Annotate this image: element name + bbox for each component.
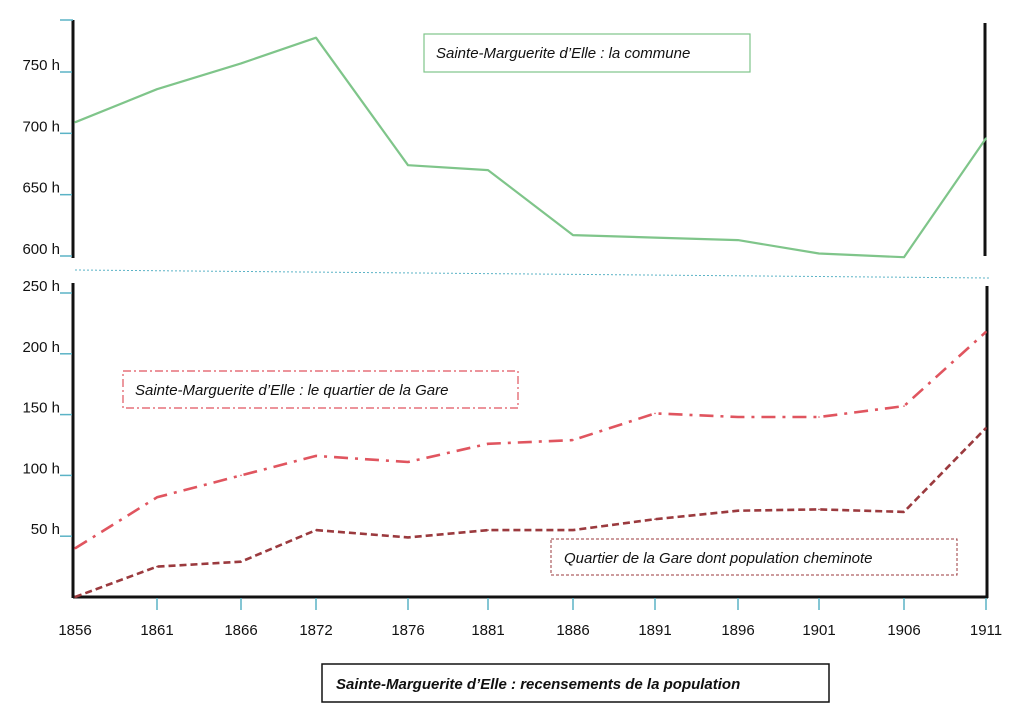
x-tick-label: 1861 (140, 622, 173, 639)
chart-title: Sainte-Marguerite d’Elle : recensements … (321, 663, 830, 703)
legend-cheminote-label: Quartier de la Gare dont population chem… (564, 550, 873, 567)
data-point (737, 416, 739, 418)
data-point (74, 596, 76, 598)
legend-gare-box (122, 370, 519, 409)
data-point (240, 62, 242, 65)
series-layer (74, 36, 987, 599)
data-point (487, 443, 489, 445)
legend-gare: Sainte-Marguerite d’Elle : le quartier d… (122, 370, 519, 409)
y-tick-label: 700 h (22, 118, 60, 135)
data-point (654, 518, 656, 520)
data-point (315, 36, 317, 39)
x-tick-label: 1906 (887, 622, 920, 639)
data-point (818, 508, 820, 511)
x-tick-label: 1876 (391, 622, 424, 639)
chart-title-text: Sainte-Marguerite d’Elle : recensements … (336, 676, 740, 693)
data-point (737, 509, 739, 512)
data-point (156, 565, 158, 568)
legend-commune-box (423, 33, 751, 73)
data-point (903, 511, 905, 513)
data-point (407, 164, 409, 166)
data-point (818, 252, 820, 255)
y-tick-label: 150 h (22, 400, 60, 417)
data-point (240, 474, 242, 477)
data-point (903, 256, 905, 259)
x-ticks: 1856 1861 1866 1872 1876 1881 1886 1891 1896 1901… (58, 598, 1002, 639)
data-point (407, 536, 409, 539)
x-tick-label: 1911 (970, 622, 1002, 639)
data-point (818, 416, 820, 418)
data-point (903, 405, 905, 407)
data-point (654, 412, 656, 415)
series-line-bottom-1 (74, 427, 987, 599)
data-point (74, 121, 76, 124)
y-tick-label: 100 h (22, 460, 60, 477)
data-point (487, 529, 489, 531)
data-point (487, 169, 489, 171)
legend-commune-label: Sainte-Marguerite d’Elle : la commune (436, 45, 690, 62)
series-line-bottom-0 (74, 330, 987, 550)
data-point (315, 455, 317, 457)
x-tick-label: 1901 (802, 622, 835, 639)
data-point (74, 547, 76, 550)
y-tick-label: 50 h (31, 521, 60, 538)
data-point (315, 529, 317, 531)
y-ticks-bottom: 50 h 100 h 150 h 200 h 250 h (22, 278, 72, 538)
x-tick-label: 1856 (58, 622, 91, 639)
y-tick-label: 650 h (22, 180, 60, 197)
legend-commune: Sainte-Marguerite d’Elle : la commune (423, 33, 751, 73)
x-tick-label: 1886 (556, 622, 589, 639)
y-tick-label: 250 h (22, 278, 60, 295)
data-point (985, 331, 987, 333)
data-point (985, 137, 987, 139)
panel-separator-line (74, 269, 991, 279)
data-point (240, 560, 242, 563)
legend-cheminote-box (550, 538, 958, 576)
x-tick-label: 1866 (224, 622, 257, 639)
data-point (156, 88, 158, 90)
y-tick-label: 600 h (22, 241, 60, 258)
y-ticks-top: 600 h 650 h 700 h 750 h (22, 57, 72, 258)
data-point (654, 236, 656, 239)
x-tick-label: 1891 (638, 622, 671, 639)
x-tick-label: 1896 (721, 622, 754, 639)
series-line-top-0 (74, 36, 987, 259)
data-point (156, 496, 158, 499)
data-point (572, 234, 574, 236)
y-tick-label: 750 h (22, 57, 60, 74)
chart-title-box (321, 663, 830, 703)
x-tick-label: 1872 (299, 622, 332, 639)
data-point (572, 439, 574, 441)
x-tick-label: 1881 (471, 622, 504, 639)
legend-gare-label: Sainte-Marguerite d’Elle : le quartier d… (135, 382, 449, 399)
y-tick-label: 200 h (22, 339, 60, 356)
data-point (407, 461, 409, 463)
legend-cheminote: Quartier de la Gare dont population chem… (550, 538, 958, 576)
data-point (737, 239, 739, 241)
data-point (572, 529, 574, 531)
data-point (985, 427, 987, 429)
